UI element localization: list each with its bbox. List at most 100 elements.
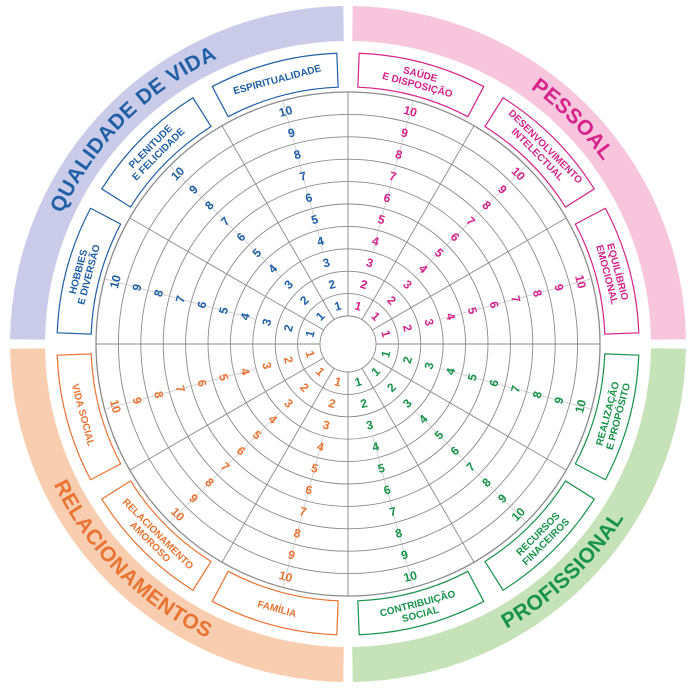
scale-number: 2 bbox=[400, 355, 415, 365]
scale-number: 4 bbox=[238, 366, 253, 376]
scale-number: 5 bbox=[465, 306, 480, 316]
scale-number: 3 bbox=[259, 361, 274, 371]
scale-number: 5 bbox=[376, 212, 386, 227]
scale-number: 7 bbox=[508, 294, 523, 304]
grid-spoke bbox=[372, 357, 567, 471]
grid-subspoke bbox=[169, 165, 281, 277]
scale-number: 10 bbox=[107, 273, 124, 290]
scale-number: 10 bbox=[572, 398, 589, 415]
scale-number: 2 bbox=[281, 323, 296, 333]
scale-number: 1 bbox=[303, 349, 318, 359]
area-box-frame bbox=[484, 480, 596, 592]
scale-number: 8 bbox=[394, 147, 404, 162]
area-box-frame bbox=[357, 52, 485, 118]
scale-number: 4 bbox=[238, 311, 253, 321]
quadrant-bands bbox=[10, 6, 686, 682]
area-box-frame bbox=[211, 570, 339, 636]
grid-subspoke bbox=[169, 411, 281, 523]
grid bbox=[95, 91, 601, 597]
scale-number: 1 bbox=[378, 329, 393, 339]
band-pessoal bbox=[352, 6, 686, 340]
grid-subspoke bbox=[439, 368, 592, 410]
area-box-frame bbox=[574, 353, 640, 481]
grid-subspoke bbox=[282, 435, 324, 588]
grid-subspoke bbox=[372, 435, 414, 588]
grid-subspoke bbox=[415, 165, 527, 277]
grid-subspoke bbox=[415, 411, 527, 523]
area-box-frame bbox=[100, 96, 212, 208]
grid-spoke bbox=[361, 125, 475, 320]
scale-number: 6 bbox=[304, 190, 314, 205]
area-box-frame bbox=[484, 96, 596, 208]
scale-number: 9 bbox=[129, 282, 144, 292]
grid-spoke bbox=[129, 217, 324, 331]
scale-number: 2 bbox=[359, 277, 369, 292]
scale-number: 3 bbox=[321, 255, 331, 270]
scale-number: 1 bbox=[333, 374, 343, 389]
scale-number: 5 bbox=[465, 372, 480, 382]
scale-number: 3 bbox=[422, 360, 437, 370]
scale-number: 6 bbox=[486, 378, 501, 388]
scale-number: 3 bbox=[259, 317, 274, 327]
scale-number: 7 bbox=[298, 504, 308, 519]
scale-number: 1 bbox=[353, 374, 363, 389]
scale-number: 5 bbox=[376, 461, 386, 476]
scale-number: 2 bbox=[359, 396, 369, 411]
scale-number: 3 bbox=[422, 317, 437, 327]
scale-number: 5 bbox=[310, 212, 320, 227]
scale-number: 2 bbox=[400, 323, 415, 333]
scale-number: 10 bbox=[277, 568, 294, 585]
scale-number: 4 bbox=[370, 439, 380, 454]
scale-number: 5 bbox=[216, 372, 231, 382]
scale-number: 8 bbox=[292, 526, 302, 541]
scale-number: 6 bbox=[486, 300, 501, 310]
scale-number: 9 bbox=[399, 547, 409, 562]
area-box-frame bbox=[56, 207, 122, 335]
scale-number: 7 bbox=[508, 384, 523, 394]
scale-number: 2 bbox=[327, 277, 337, 292]
band-profissional bbox=[352, 348, 686, 682]
scale-number: 3 bbox=[365, 417, 375, 432]
scale-number: 10 bbox=[277, 103, 294, 120]
scale-number: 5 bbox=[310, 461, 320, 476]
scale-number: 2 bbox=[281, 355, 296, 365]
scale-number: 5 bbox=[216, 305, 231, 315]
scale-number: 7 bbox=[388, 504, 398, 519]
scale-number: 7 bbox=[388, 169, 398, 184]
area-box-6: FAMÍLIA bbox=[211, 570, 339, 636]
scale-number: 10 bbox=[107, 398, 124, 415]
area-box-frame bbox=[357, 570, 485, 636]
scale-number: 9 bbox=[129, 395, 144, 405]
scale-number: 6 bbox=[194, 300, 209, 310]
scale-number: 7 bbox=[173, 294, 188, 304]
scale-number: 4 bbox=[315, 439, 325, 454]
scale-number: 9 bbox=[551, 282, 566, 292]
scale-number: 8 bbox=[151, 390, 166, 400]
area-box-frame bbox=[56, 353, 122, 481]
grid-subspoke bbox=[372, 100, 414, 253]
area-box-8: VIDA SOCIAL bbox=[56, 353, 122, 481]
scale-number: 8 bbox=[394, 526, 404, 541]
area-box-frame bbox=[211, 52, 339, 118]
scale-number: 1 bbox=[378, 349, 393, 359]
grid-subspoke bbox=[439, 278, 592, 320]
grid-spoke bbox=[361, 368, 475, 563]
scale-number: 10 bbox=[402, 568, 419, 585]
grid-subspoke bbox=[104, 368, 257, 410]
area-box-frame bbox=[100, 480, 212, 592]
scale-number: 1 bbox=[333, 298, 343, 313]
scale-number: 4 bbox=[443, 311, 458, 321]
grid-spoke bbox=[221, 368, 335, 563]
grid-spoke bbox=[372, 217, 567, 331]
area-box-11: ESPIRITUALIDADE bbox=[211, 52, 339, 118]
grid-spoke bbox=[129, 357, 324, 471]
scale-number: 7 bbox=[173, 384, 188, 394]
scale-number: 2 bbox=[327, 396, 337, 411]
scale-number: 3 bbox=[365, 255, 375, 270]
scale-number: 8 bbox=[530, 288, 545, 298]
band-relacionamentos bbox=[10, 348, 344, 682]
